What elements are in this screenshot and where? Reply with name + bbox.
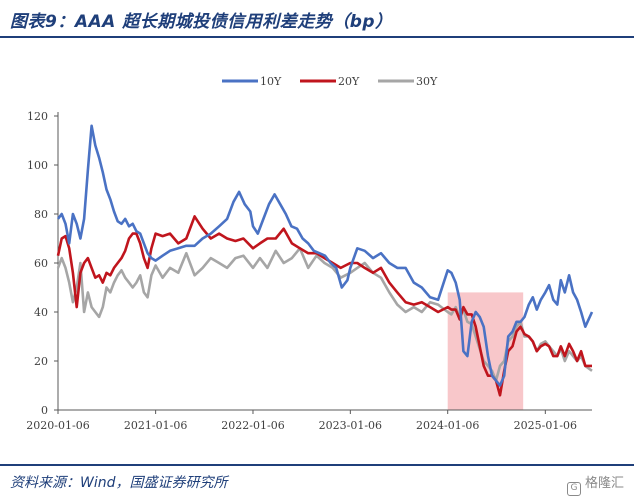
x-tick-label: 2022-01-06 bbox=[221, 419, 284, 432]
legend-label-20y: 20Y bbox=[338, 75, 360, 88]
figure-title: 图表9：AAA 超长期城投债信用利差走势（bp） bbox=[10, 12, 393, 32]
y-tick-label: 60 bbox=[34, 257, 48, 270]
series-line-20y bbox=[56, 215, 592, 397]
y-tick-label: 20 bbox=[34, 355, 48, 368]
series-layer bbox=[56, 124, 594, 397]
x-tick-label: 2023-01-06 bbox=[319, 419, 382, 432]
watermark: G 格隆汇 bbox=[566, 472, 624, 496]
figure-header: 图表9：AAA 超长期城投债信用利差走势（bp） bbox=[0, 0, 634, 38]
x-tick-label: 2020-01-06 bbox=[26, 419, 89, 432]
y-tick-label: 0 bbox=[41, 404, 48, 417]
chart-area: 0 20 40 60 80 100 120 2020-01-06 2021-01-06 2022-… bbox=[0, 40, 634, 460]
series-line-10y bbox=[56, 124, 594, 387]
x-tick-label: 2025-01-06 bbox=[514, 419, 577, 432]
y-tick-label: 40 bbox=[34, 306, 48, 319]
x-tick-label: 2021-01-06 bbox=[124, 419, 187, 432]
legend-label-30y: 30Y bbox=[416, 75, 438, 88]
highlight-band-layer bbox=[447, 292, 524, 410]
legend: 10Y 20Y 30Y bbox=[222, 75, 438, 88]
figure-footer: 资料来源：Wind，国盛证券研究所 G 格隆汇 bbox=[0, 464, 634, 496]
credit-spread-chart: 0 20 40 60 80 100 120 2020-01-06 2021-01-06 2022-… bbox=[26, 75, 594, 432]
watermark-text: 格隆汇 bbox=[584, 476, 624, 491]
x-tick-label: 2024-01-06 bbox=[416, 419, 479, 432]
axes-layer: 0 20 40 60 80 100 120 2020-01-06 2021-01-06 2022-… bbox=[26, 110, 592, 432]
source-note: 资料来源：Wind，国盛证券研究所 bbox=[10, 475, 228, 491]
legend-label-10y: 10Y bbox=[260, 75, 282, 88]
y-tick-label: 120 bbox=[27, 110, 48, 123]
highlight-band bbox=[447, 292, 524, 410]
watermark-logo-icon: G bbox=[566, 482, 581, 496]
y-tick-label: 100 bbox=[27, 159, 48, 172]
y-tick-label: 80 bbox=[34, 208, 48, 221]
